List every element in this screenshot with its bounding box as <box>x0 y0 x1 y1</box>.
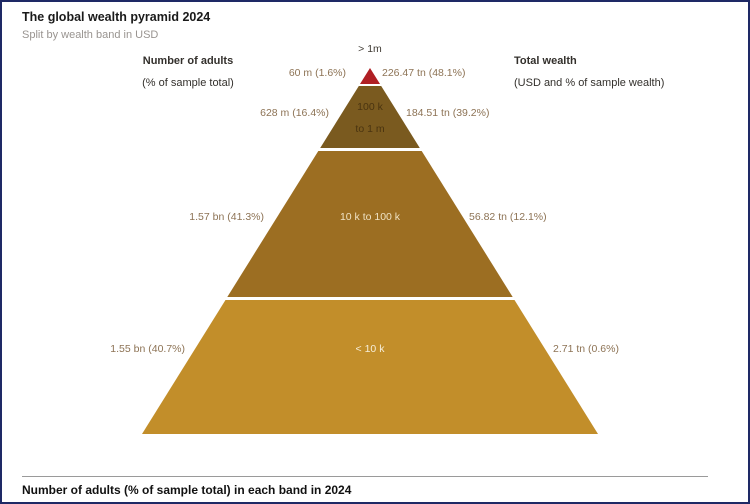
left-column-header: Number of adults (% of sample total) <box>108 50 268 94</box>
left-column-title: Number of adults <box>142 55 234 67</box>
wealth-label-10k-to-100k: 56.82 tn (12.1%) <box>469 211 547 223</box>
adults-label-10k-to-100k: 1.57 bn (41.3%) <box>189 211 264 223</box>
right-column-header: Total wealth (USD and % of sample wealth… <box>514 50 684 94</box>
band-range-label-10k-to-100k: 10 k to 100 k <box>339 211 401 223</box>
footer-divider <box>22 476 708 477</box>
band-range-label-lt-10k: < 10 k <box>355 343 385 355</box>
right-column-subtitle: (USD and % of sample wealth) <box>514 77 665 89</box>
band-range-label-to-1m: to 1 m <box>355 123 385 135</box>
left-column-subtitle: (% of sample total) <box>142 77 234 89</box>
adults-label-lt-10k: 1.55 bn (40.7%) <box>110 343 185 355</box>
adults-label-100k-to-1m: 628 m (16.4%) <box>260 107 329 119</box>
wealth-label-lt-10k: 2.71 tn (0.6%) <box>553 343 619 355</box>
wealth-label-100k-to-1m: 184.51 tn (39.2%) <box>406 107 490 119</box>
pyramid-band-gt-1m <box>360 68 380 84</box>
wealth-label-gt-1m: 226.47 tn (48.1%) <box>382 67 466 79</box>
pyramid-band-10k-to-100k <box>227 151 513 297</box>
footer-caption: Number of adults (% of sample total) in … <box>22 483 352 497</box>
page-subtitle: Split by wealth band in USD <box>22 29 159 41</box>
page-title: The global wealth pyramid 2024 <box>22 10 211 24</box>
right-column-title: Total wealth <box>514 55 577 67</box>
pyramid-band-100k-to-1m <box>320 86 420 148</box>
band-range-label-100k: 100 k <box>357 101 383 113</box>
band-range-label-gt-1m: > 1m <box>358 43 382 55</box>
pyramid-band-lt-10k <box>142 300 598 434</box>
adults-label-gt-1m: 60 m (1.6%) <box>288 67 346 79</box>
